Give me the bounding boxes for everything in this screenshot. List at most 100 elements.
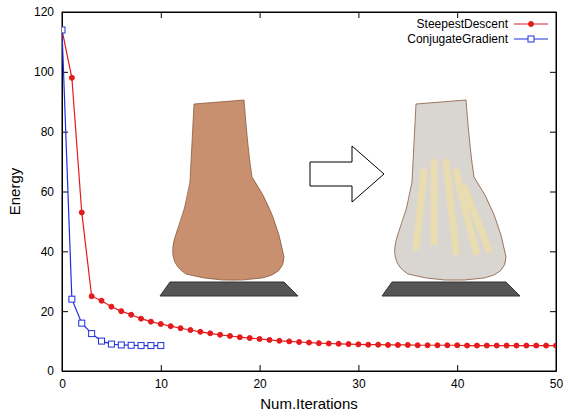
marker-group: [386, 342, 391, 347]
marker-group: [237, 335, 242, 340]
point: [148, 343, 154, 349]
tick-label: 40: [451, 377, 465, 391]
marker-group: [168, 324, 173, 329]
point: [287, 339, 292, 344]
tick-mark: [62, 192, 68, 193]
point: [415, 343, 420, 348]
marker-group: [158, 322, 163, 327]
marker-group: [326, 341, 331, 346]
tick-mark: [161, 365, 162, 371]
tick-label: 60: [41, 185, 55, 199]
tick: [550, 192, 556, 193]
tick-mark: [161, 12, 162, 18]
marker-group: [188, 328, 193, 333]
marker-group: [89, 294, 94, 299]
foot-surface: [160, 100, 298, 296]
marker-group: [484, 343, 489, 348]
point: [514, 343, 519, 348]
bone: [416, 172, 424, 247]
tick: 20: [253, 365, 267, 391]
marker-group: [544, 343, 549, 348]
bone: [431, 162, 438, 242]
tick: 20: [41, 305, 68, 319]
tick-label: 20: [253, 377, 267, 391]
point: [148, 319, 153, 324]
marker-group: [108, 341, 114, 347]
point: [128, 342, 134, 348]
marker-group: [62, 27, 65, 33]
legend-label: SteepestDescent: [417, 17, 509, 31]
marker-group: [89, 331, 95, 337]
point: [484, 343, 489, 348]
point: [534, 343, 539, 348]
point: [99, 298, 104, 303]
foot: [395, 100, 506, 280]
tick: [550, 72, 556, 73]
marker-group: [109, 304, 114, 309]
point: [247, 336, 252, 341]
tick: 80: [41, 125, 68, 139]
marker-group: [524, 343, 529, 348]
tick-label: 0: [47, 364, 54, 378]
marker-group: [69, 75, 74, 80]
marker-group: [129, 312, 134, 317]
point: [346, 342, 351, 347]
marker-group: [297, 339, 302, 344]
marker-group: [376, 342, 381, 347]
marker-group: [405, 342, 410, 347]
marker-group: [247, 336, 252, 341]
marker-group: [336, 341, 341, 346]
platform: [160, 282, 298, 296]
arrow: [310, 146, 384, 202]
tick-mark: [260, 365, 261, 371]
tick-mark: [550, 371, 556, 372]
marker-group: [118, 342, 124, 348]
point: [405, 342, 410, 347]
point: [307, 340, 312, 345]
point: [139, 316, 144, 321]
marker-group: [198, 329, 203, 334]
point: [504, 343, 509, 348]
tick-mark: [62, 371, 68, 372]
point: [79, 320, 85, 326]
marker-group: [425, 343, 430, 348]
point: [118, 342, 124, 348]
point: [544, 343, 549, 348]
marker-group: [148, 319, 153, 324]
tick-mark: [550, 132, 556, 133]
marker-group: [277, 338, 282, 343]
marker-group: [415, 343, 420, 348]
tick: 0: [47, 364, 68, 378]
point: [316, 341, 321, 346]
point: [257, 336, 262, 341]
plot-frame: [62, 12, 556, 371]
point: [198, 329, 203, 334]
marker-group: [287, 339, 292, 344]
series-line: [62, 30, 161, 346]
tick: [550, 371, 556, 372]
point: [69, 296, 75, 302]
legend-marker-group: [529, 22, 534, 27]
point: [119, 309, 124, 314]
point: [218, 332, 223, 337]
point: [208, 331, 213, 336]
tick-mark: [62, 251, 68, 252]
point: [366, 342, 371, 347]
series-line: [62, 30, 556, 346]
point: [227, 333, 232, 338]
tick: [161, 12, 162, 18]
tick: 40: [41, 245, 68, 259]
point: [376, 342, 381, 347]
tick: [358, 12, 359, 18]
tick-label: 120: [34, 5, 54, 19]
point: [326, 341, 331, 346]
tick-mark: [62, 311, 68, 312]
legend-marker-group: [528, 36, 534, 42]
marker-group: [514, 343, 519, 348]
point: [445, 343, 450, 348]
marker-group: [445, 343, 450, 348]
point: [356, 342, 361, 347]
marker-group: [208, 331, 213, 336]
point: [494, 343, 499, 348]
marker-group: [366, 342, 371, 347]
